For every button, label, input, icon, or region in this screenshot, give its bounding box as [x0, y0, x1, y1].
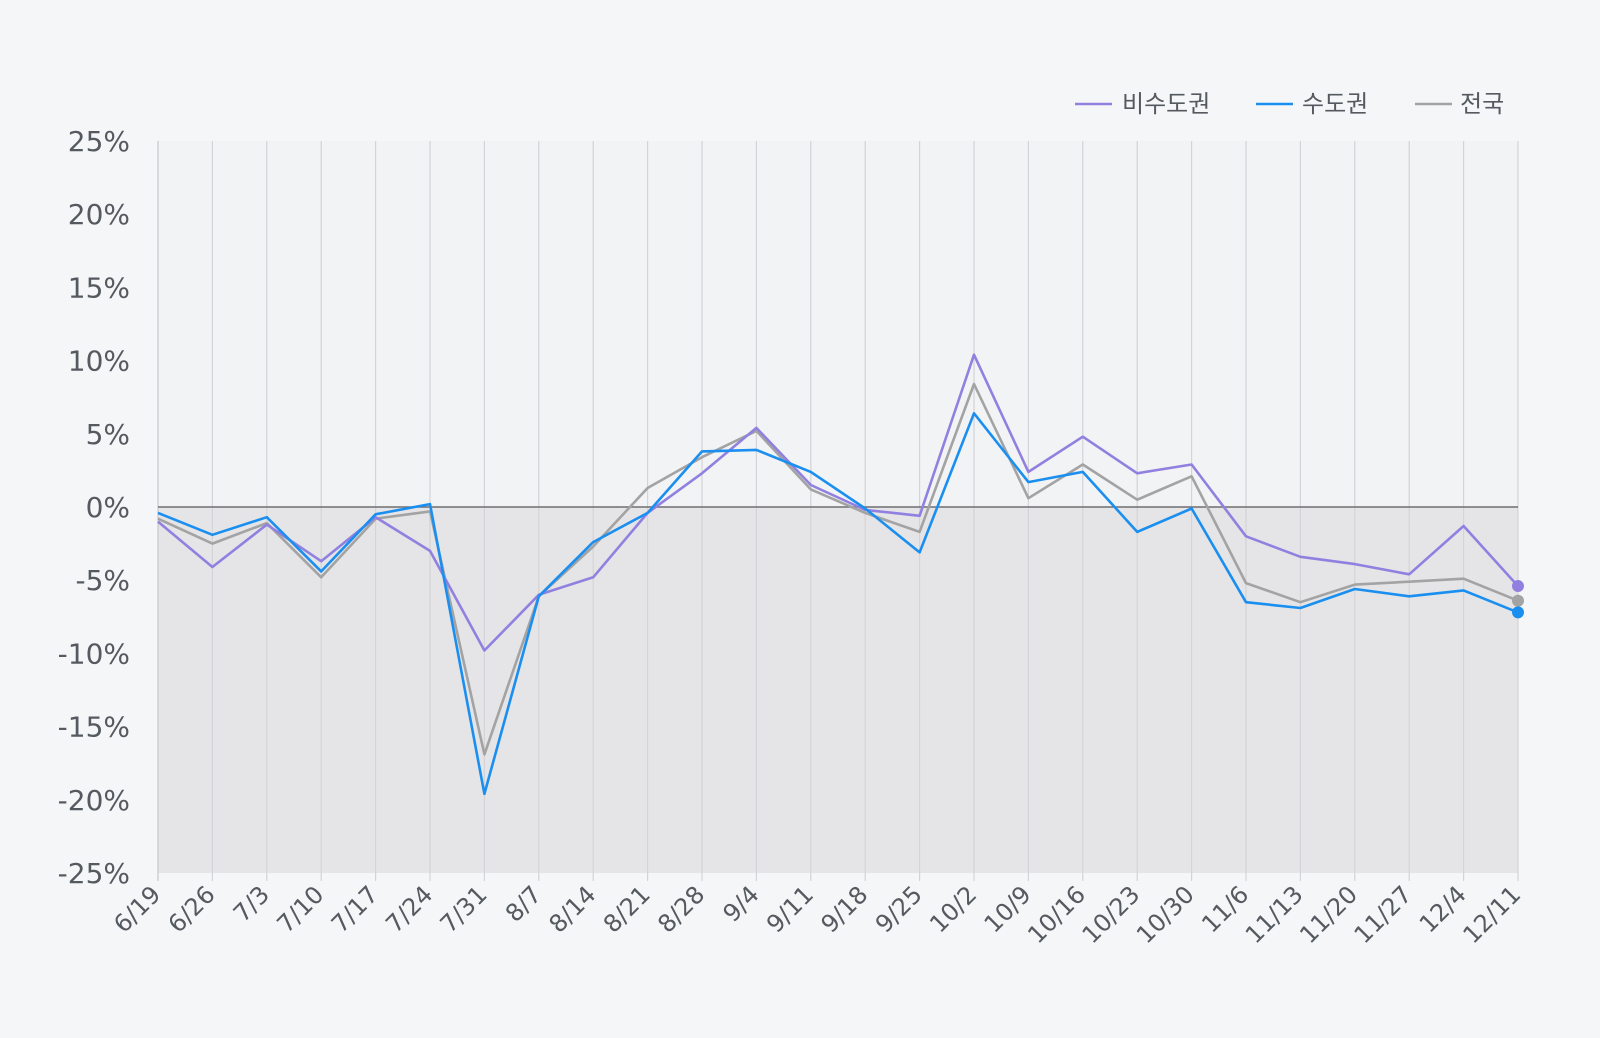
y-axis-tick-labels: 25% 20% 15% 10% 5% 0% -5% -10% -15% -20% -25%	[58, 125, 130, 890]
legend-item-전국[interactable]: 전국	[1415, 90, 1504, 118]
y-tick-label: -15%	[58, 711, 130, 744]
series-end-point-수도권[interactable]	[1512, 606, 1524, 619]
y-tick-label: 20%	[68, 198, 130, 231]
legend-label-수도권: 수도권	[1302, 90, 1368, 118]
y-tick-label: -25%	[58, 857, 130, 890]
series-line-비수도권	[157, 353, 1519, 652]
legend-label-전국: 전국	[1460, 90, 1504, 118]
legend-item-비수도권[interactable]: 비수도권	[1075, 90, 1210, 118]
y-tick-label: 25%	[68, 125, 130, 158]
plot-area	[158, 141, 1518, 873]
y-tick-label: 10%	[68, 345, 130, 378]
series-end-point-비수도권[interactable]	[1512, 580, 1524, 593]
legend-item-수도권[interactable]: 수도권	[1256, 90, 1368, 118]
legend-label-비수도권: 비수도권	[1122, 90, 1210, 118]
y-tick-label: 0%	[86, 491, 130, 524]
series-line-전국	[157, 382, 1519, 756]
series-line-수도권	[157, 411, 1519, 796]
gridlines	[157, 141, 1519, 881]
positive-region	[158, 141, 1518, 507]
negative-region-shading	[158, 507, 1518, 873]
legend: 비수도권 수도권 전국	[1075, 90, 1504, 118]
y-tick-label: 15%	[68, 271, 130, 304]
series-lines	[157, 353, 1524, 796]
series-end-point-전국[interactable]	[1512, 594, 1524, 607]
y-tick-label: -10%	[58, 637, 130, 670]
y-tick-label: -20%	[58, 784, 130, 817]
y-tick-label: 5%	[86, 418, 130, 451]
y-tick-label: -5%	[75, 564, 130, 597]
